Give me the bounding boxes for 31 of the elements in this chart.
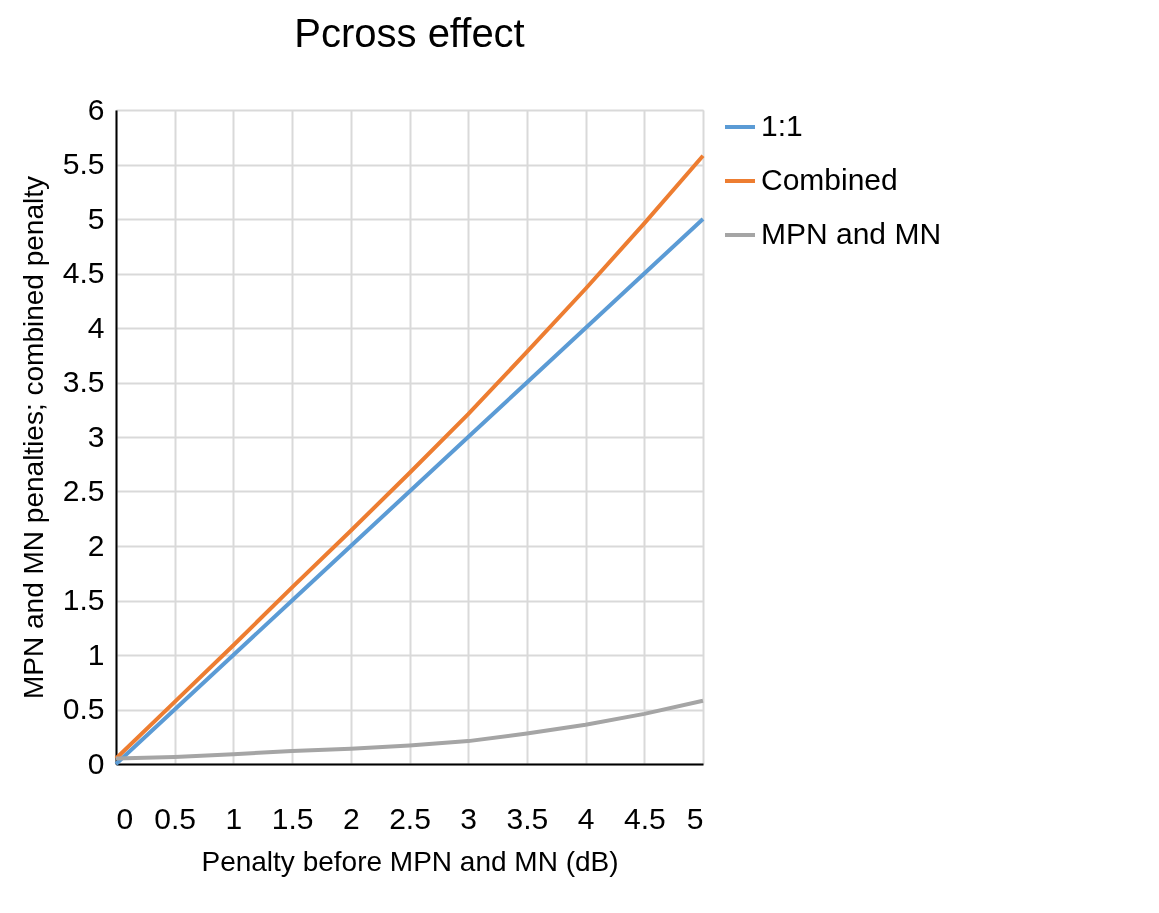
x-tick-label: 1 bbox=[225, 801, 243, 835]
y-tick-label: 4.5 bbox=[62, 256, 105, 289]
line-series bbox=[114, 698, 705, 761]
x-axis-title: Penalty before MPN and MN (dB) bbox=[201, 845, 619, 877]
y-tick-label: 5.5 bbox=[62, 147, 105, 180]
x-tick-label: 4 bbox=[577, 801, 595, 835]
y-tick-label: 1 bbox=[87, 637, 105, 671]
y-tick-label: 4 bbox=[87, 310, 105, 344]
y-axis-title: MPN and MN penalties; combined penalty bbox=[17, 176, 49, 699]
legend-label: MPN and MN bbox=[761, 217, 942, 250]
x-tick-label: 2.5 bbox=[389, 801, 431, 835]
chart-title: Pcross effect bbox=[294, 11, 525, 55]
x-tick-label: 5 bbox=[686, 801, 704, 835]
x-tick-label: 1.5 bbox=[271, 801, 314, 835]
y-tick-label: 2 bbox=[87, 528, 105, 562]
x-tick-label: 0.5 bbox=[154, 801, 197, 835]
y-tick-label: 6 bbox=[87, 92, 105, 126]
x-tick-label: 4.5 bbox=[623, 801, 666, 835]
legend-label: Combined bbox=[761, 163, 898, 196]
legend-label: 1:1 bbox=[761, 109, 803, 142]
x-tick-label: 0 bbox=[116, 801, 134, 835]
y-tick-label: 3 bbox=[87, 419, 105, 453]
y-tick-label: 0.5 bbox=[62, 692, 105, 725]
x-tick-label: 3.5 bbox=[506, 801, 549, 835]
y-tick-label: 0 bbox=[87, 746, 105, 780]
x-tick-label: 3 bbox=[460, 801, 478, 835]
y-tick-label: 5 bbox=[87, 201, 105, 235]
x-tick-label: 2 bbox=[342, 801, 360, 835]
y-tick-label: 1.5 bbox=[62, 583, 105, 616]
y-tick-label: 2.5 bbox=[62, 474, 105, 507]
y-tick-label: 3.5 bbox=[62, 365, 105, 398]
